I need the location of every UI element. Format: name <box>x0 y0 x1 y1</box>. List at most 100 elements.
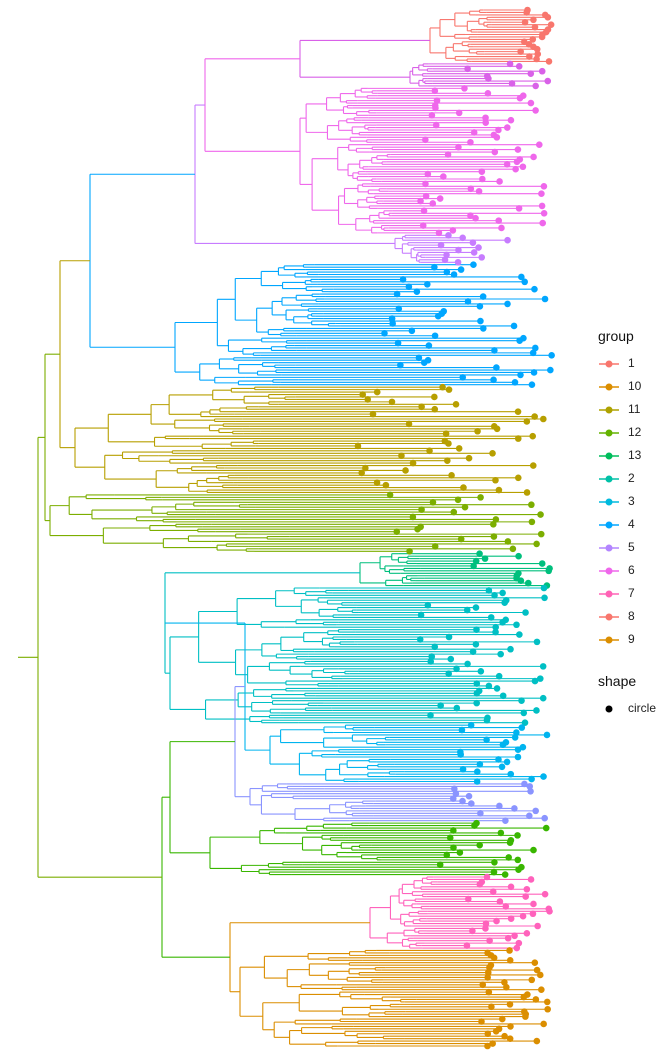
tip-point <box>465 454 473 462</box>
tip-point <box>496 898 504 905</box>
tip-point <box>432 104 439 112</box>
tip-point <box>449 795 457 802</box>
tip-point <box>484 1042 491 1050</box>
tip-point <box>465 792 473 800</box>
tip-point <box>405 283 413 291</box>
legend-group-label: 4 <box>628 517 635 531</box>
tip-point <box>501 599 508 606</box>
legend-group-key <box>599 452 619 460</box>
tip-point <box>496 178 503 185</box>
tip-point <box>373 479 381 486</box>
tip-point <box>531 959 539 967</box>
legend-group-label: 1 <box>628 356 635 370</box>
tip-point <box>531 677 539 685</box>
tip-point <box>420 207 428 215</box>
tip-point <box>547 21 555 28</box>
legend-group-key <box>599 590 619 598</box>
tip-point <box>539 663 547 670</box>
tip-point <box>499 692 507 700</box>
tip-point <box>514 408 522 415</box>
tip-point <box>497 829 505 837</box>
tip-point <box>484 89 492 97</box>
tip-point <box>463 942 471 949</box>
tip-point <box>498 1015 506 1023</box>
tip-point <box>541 594 548 602</box>
legend-group-row: 2 <box>598 467 672 490</box>
tip-point <box>514 435 522 442</box>
tip-point <box>548 352 555 359</box>
tip-point <box>510 322 518 330</box>
tip-point <box>489 888 497 896</box>
tip-point <box>389 320 396 327</box>
tip-point <box>485 75 492 82</box>
legend-group-row: 13 <box>598 444 672 467</box>
tip-point <box>442 430 450 438</box>
tip-point <box>528 381 536 389</box>
tip-point <box>491 859 498 866</box>
legend-group-label: 10 <box>628 379 642 393</box>
tip-point <box>528 501 535 509</box>
tip-point <box>528 775 535 783</box>
legend-group-key <box>599 475 619 483</box>
legend-group-row: 1 <box>598 352 672 375</box>
tip-point <box>393 290 401 298</box>
tip-point <box>506 947 513 954</box>
tip-point <box>495 756 502 763</box>
tip-point <box>495 672 503 680</box>
tip-point <box>467 138 474 146</box>
tip-point <box>450 844 457 851</box>
tip-point <box>467 185 475 193</box>
tip-point <box>507 645 514 653</box>
tip-point <box>475 187 483 195</box>
tip-point <box>458 726 466 734</box>
tip-point <box>504 124 511 131</box>
legend-group-row: 9 <box>598 628 672 651</box>
tip-point <box>406 547 413 555</box>
tip-point <box>522 893 529 900</box>
tip-point <box>492 623 499 631</box>
tip-point <box>535 141 543 149</box>
tip-point <box>467 721 475 729</box>
tip-point <box>506 956 514 964</box>
tip-point <box>522 609 529 616</box>
tip-point <box>514 146 522 153</box>
tip-point <box>459 234 466 242</box>
legend: group 1 10 11 12 13 2 3 4 5 6 7 8 9 shape circle <box>598 326 672 720</box>
tip-point <box>512 165 519 173</box>
tip-point <box>504 934 512 942</box>
tip-point <box>516 337 523 344</box>
tip-point <box>532 996 540 1003</box>
tip-point <box>527 70 535 77</box>
tip-point <box>533 1037 541 1045</box>
tip-point <box>422 180 429 188</box>
tip-point <box>479 293 487 300</box>
tip-point <box>478 254 486 261</box>
tip-point <box>537 530 545 538</box>
tip-point <box>449 227 457 234</box>
tip-point <box>359 391 367 398</box>
tip-point <box>476 761 484 768</box>
tip-point <box>508 80 516 87</box>
tip-point <box>507 915 515 922</box>
tip-point <box>533 540 540 548</box>
tip-point <box>450 271 458 278</box>
tip-point <box>530 846 537 854</box>
tip-point <box>422 136 429 144</box>
tip-point <box>382 481 390 489</box>
tip-point <box>464 660 471 668</box>
tip-point <box>446 834 454 842</box>
tip-point <box>523 9 530 16</box>
tip-point <box>522 1013 529 1020</box>
tip-point <box>486 937 493 944</box>
tip-point <box>514 753 522 761</box>
tip-point <box>398 452 405 460</box>
tip-point <box>505 854 513 861</box>
tip-point <box>527 787 534 795</box>
tip-point <box>513 944 521 952</box>
tip-point <box>473 626 480 633</box>
tip-point <box>473 778 481 785</box>
tip-point <box>470 129 478 136</box>
tip-point <box>493 917 500 925</box>
tip-point <box>424 281 431 288</box>
tip-point <box>437 702 444 709</box>
